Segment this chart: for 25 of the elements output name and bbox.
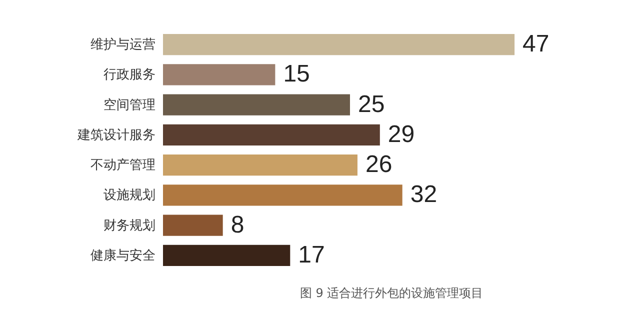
y-tick-label: 建筑设计服务 [76, 128, 156, 143]
bar [163, 94, 350, 116]
y-tick-label: 设施规划 [104, 188, 156, 204]
data-label: 26 [365, 151, 392, 178]
y-tick-label: 健康与安全 [90, 247, 156, 264]
data-label: 32 [410, 181, 438, 208]
bar [163, 214, 223, 236]
data-label: 29 [388, 120, 415, 148]
y-tick-label: 财务规划 [104, 218, 156, 234]
data-label: 17 [298, 241, 325, 268]
bar [163, 184, 402, 206]
data-label: 8 [230, 211, 244, 238]
text: 图 9 适合进行外包的设施管理项目 [300, 286, 484, 300]
y-tick-label: 维护与运营 [90, 38, 156, 53]
bar [163, 124, 380, 146]
bar [163, 154, 358, 176]
y-tick-label: 空间管理 [104, 98, 156, 113]
bar [163, 34, 515, 56]
bar [163, 244, 290, 266]
data-label: 15 [283, 60, 310, 88]
bar [163, 64, 276, 86]
y-tick-label: 行政服务 [104, 68, 156, 83]
data-label: 25 [358, 90, 385, 118]
y-tick-label: 不动产管理 [90, 158, 156, 174]
data-label: 47 [522, 30, 550, 58]
